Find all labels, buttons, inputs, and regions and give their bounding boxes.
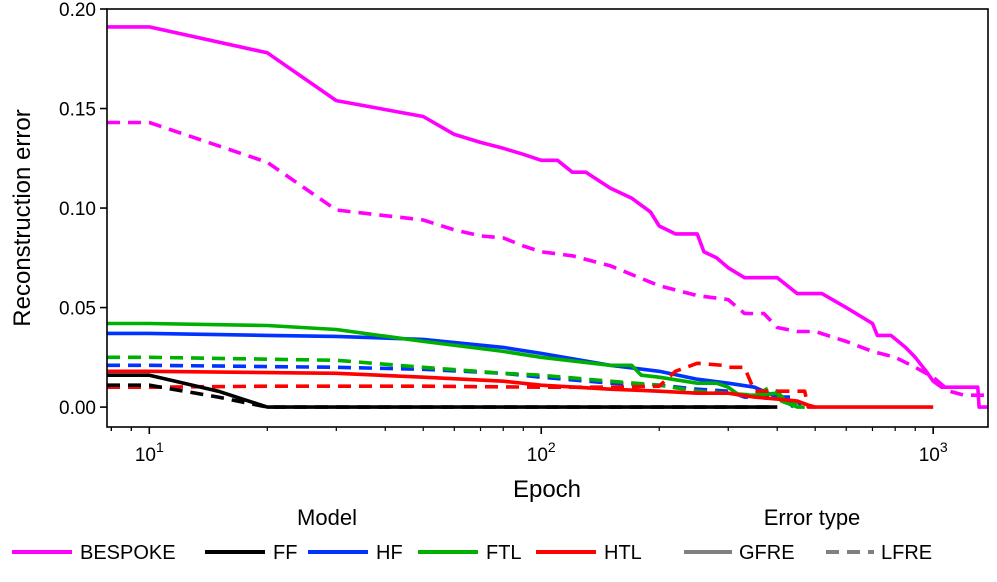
series-bespoke-lfre <box>107 120 988 397</box>
legend-label-ff: FF <box>273 542 297 564</box>
series-htl-lfre <box>107 361 816 409</box>
x-axis-title: Epoch <box>513 476 581 503</box>
series-bespoke-gfre <box>107 25 988 409</box>
y-tick-label: 0.10 <box>59 199 96 220</box>
series-ftl-gfre <box>107 321 805 409</box>
x-tick-label: 102 <box>527 439 556 466</box>
y-tick-label: 0.00 <box>59 398 96 419</box>
y-axis: 0.00 0.05 0.10 0.15 0.20 <box>59 0 107 419</box>
series-layer <box>107 25 988 409</box>
y-tick-label: 0.20 <box>59 0 96 21</box>
legend-label-lfre: LFRE <box>881 542 932 564</box>
legend-label-ftl: FTL <box>486 542 522 564</box>
series-ff-gfre <box>107 373 778 409</box>
legend-label-bespoke: BESPOKE <box>80 542 176 564</box>
series-htl-gfre <box>107 369 934 409</box>
legend-label-gfre: GFRE <box>739 542 795 564</box>
legend-error-title: Error type <box>764 505 861 530</box>
y-tick-label: 0.05 <box>59 299 96 320</box>
plot-frame <box>106 8 989 428</box>
x-tick-label: 103 <box>919 439 948 466</box>
y-tick-label: 0.15 <box>59 100 96 121</box>
legend-label-hf: HF <box>376 542 403 564</box>
legend-label-htl: HTL <box>604 542 642 564</box>
legend-model-title: Model <box>297 505 357 530</box>
x-axis: 101 102 103 <box>110 427 948 466</box>
x-tick-label: 101 <box>135 439 164 466</box>
y-axis-title: Reconstruction error <box>9 109 36 326</box>
series-ff-lfre <box>107 383 778 409</box>
legend: Model BESPOKE FF HF FTL HTL Error type GFRE LFRE <box>12 505 932 564</box>
